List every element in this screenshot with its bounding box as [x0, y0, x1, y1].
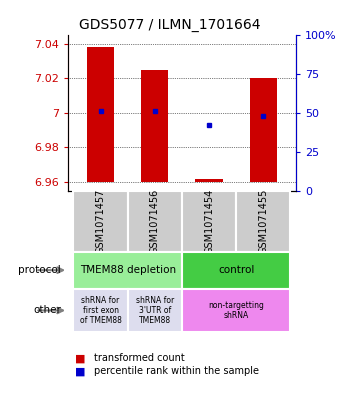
- Bar: [128, 191, 182, 252]
- Text: percentile rank within the sample: percentile rank within the sample: [94, 366, 258, 376]
- Text: TMEM88 depletion: TMEM88 depletion: [80, 265, 176, 275]
- Text: other: other: [33, 305, 61, 316]
- Bar: [128, 289, 182, 332]
- Bar: [73, 252, 182, 289]
- Text: GSM1071454: GSM1071454: [204, 188, 214, 254]
- Text: non-targetting
shRNA: non-targetting shRNA: [208, 301, 264, 320]
- Bar: [250, 79, 277, 182]
- Text: shRNA for
first exon
of TMEM88: shRNA for first exon of TMEM88: [80, 296, 121, 325]
- Bar: [195, 178, 223, 182]
- Text: GSM1071456: GSM1071456: [150, 188, 160, 254]
- Text: shRNA for
3'UTR of
TMEM88: shRNA for 3'UTR of TMEM88: [136, 296, 174, 325]
- Bar: [236, 191, 290, 252]
- Bar: [182, 191, 236, 252]
- Text: control: control: [218, 265, 254, 275]
- Text: ■: ■: [75, 366, 85, 376]
- Text: transformed count: transformed count: [94, 353, 184, 364]
- Text: protocol: protocol: [18, 265, 61, 275]
- Text: GSM1071455: GSM1071455: [258, 188, 268, 254]
- Bar: [73, 191, 128, 252]
- Bar: [87, 48, 114, 182]
- Text: GSM1071457: GSM1071457: [96, 188, 105, 254]
- Bar: [182, 252, 290, 289]
- Bar: [182, 289, 290, 332]
- Text: ■: ■: [75, 353, 85, 364]
- Text: GDS5077 / ILMN_1701664: GDS5077 / ILMN_1701664: [79, 18, 261, 32]
- Bar: [141, 70, 168, 182]
- Bar: [73, 289, 128, 332]
